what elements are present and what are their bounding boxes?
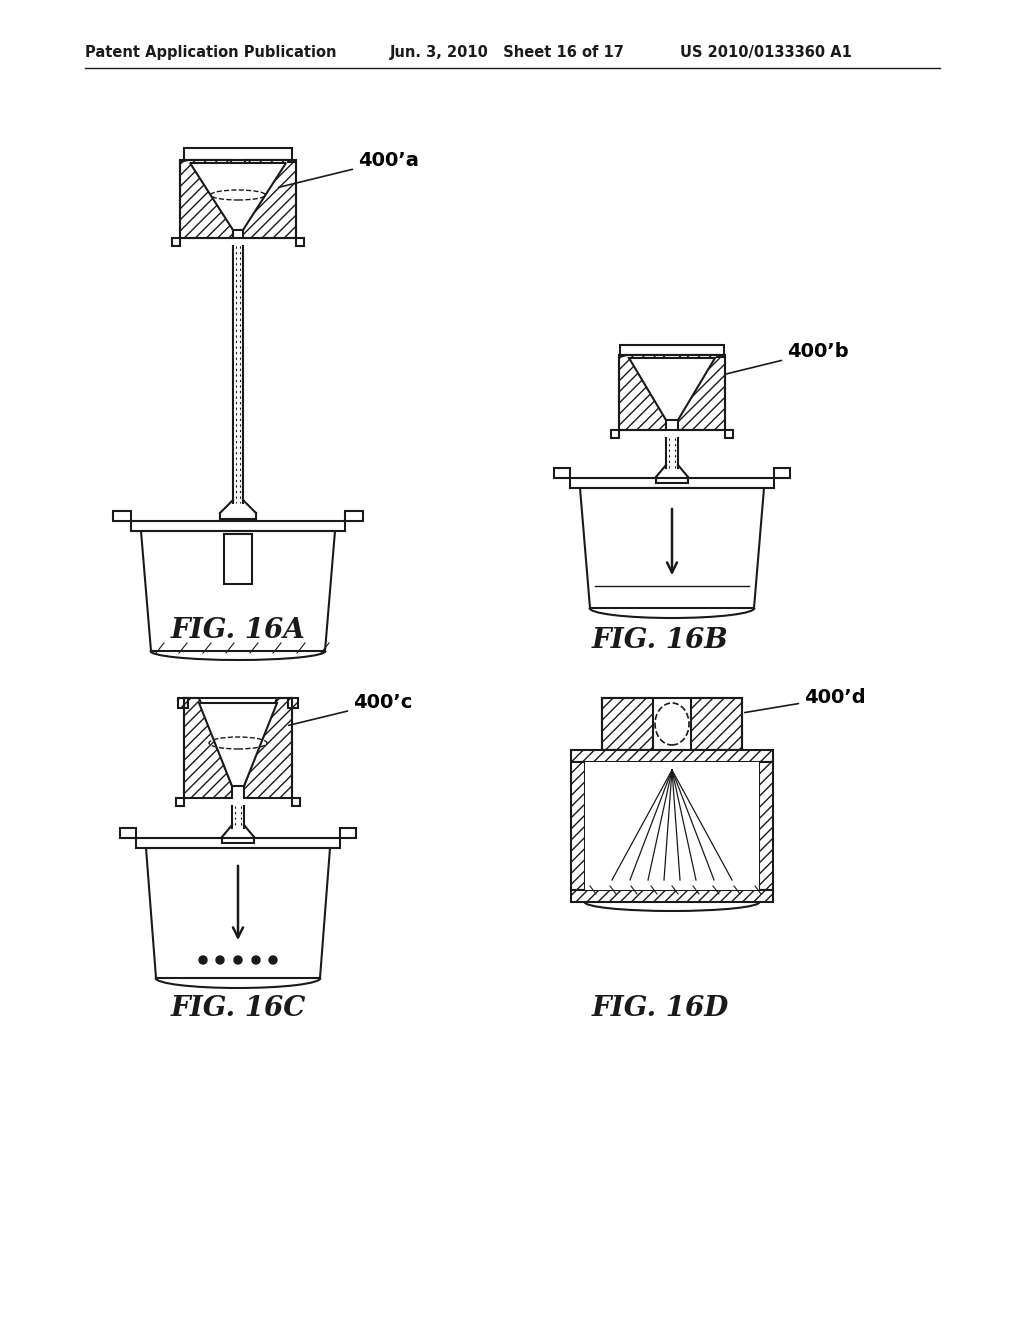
Circle shape (216, 956, 224, 964)
Polygon shape (180, 160, 233, 238)
Polygon shape (340, 828, 356, 838)
Text: 400’c: 400’c (289, 693, 413, 726)
Text: FIG. 16A: FIG. 16A (171, 616, 305, 644)
Polygon shape (172, 238, 180, 246)
Text: FIG. 16B: FIG. 16B (592, 627, 728, 653)
Polygon shape (146, 847, 330, 978)
Polygon shape (244, 698, 292, 799)
Polygon shape (184, 148, 292, 160)
Polygon shape (554, 469, 570, 478)
Polygon shape (759, 762, 773, 890)
Text: 400’d: 400’d (744, 688, 865, 713)
Polygon shape (243, 160, 296, 238)
Polygon shape (113, 511, 131, 521)
Polygon shape (120, 828, 136, 838)
Polygon shape (602, 698, 653, 750)
Circle shape (252, 956, 260, 964)
Polygon shape (190, 162, 286, 230)
Text: Patent Application Publication: Patent Application Publication (85, 45, 337, 59)
Polygon shape (292, 799, 300, 807)
Polygon shape (184, 698, 232, 799)
Polygon shape (580, 488, 764, 609)
Polygon shape (296, 238, 304, 246)
Text: 400’a: 400’a (279, 150, 419, 187)
Text: US 2010/0133360 A1: US 2010/0133360 A1 (680, 45, 852, 59)
Ellipse shape (655, 704, 689, 744)
Polygon shape (176, 799, 184, 807)
Polygon shape (585, 762, 759, 890)
Text: Jun. 3, 2010   Sheet 16 of 17: Jun. 3, 2010 Sheet 16 of 17 (390, 45, 625, 59)
Polygon shape (288, 698, 298, 708)
Circle shape (234, 956, 242, 964)
Polygon shape (629, 358, 715, 420)
Polygon shape (678, 355, 725, 430)
Polygon shape (691, 698, 742, 750)
Polygon shape (199, 704, 278, 785)
Polygon shape (224, 535, 252, 583)
Polygon shape (620, 345, 724, 355)
Polygon shape (345, 511, 362, 521)
Text: FIG. 16D: FIG. 16D (591, 994, 729, 1022)
Text: FIG. 16C: FIG. 16C (170, 994, 306, 1022)
Polygon shape (611, 430, 618, 438)
Polygon shape (571, 762, 585, 890)
Circle shape (269, 956, 278, 964)
Circle shape (199, 956, 207, 964)
Polygon shape (571, 750, 773, 762)
Text: 400’b: 400’b (725, 342, 849, 375)
Polygon shape (618, 355, 666, 430)
Polygon shape (571, 890, 773, 902)
Polygon shape (774, 469, 790, 478)
Polygon shape (141, 531, 335, 651)
Polygon shape (725, 430, 733, 438)
Polygon shape (178, 698, 188, 708)
